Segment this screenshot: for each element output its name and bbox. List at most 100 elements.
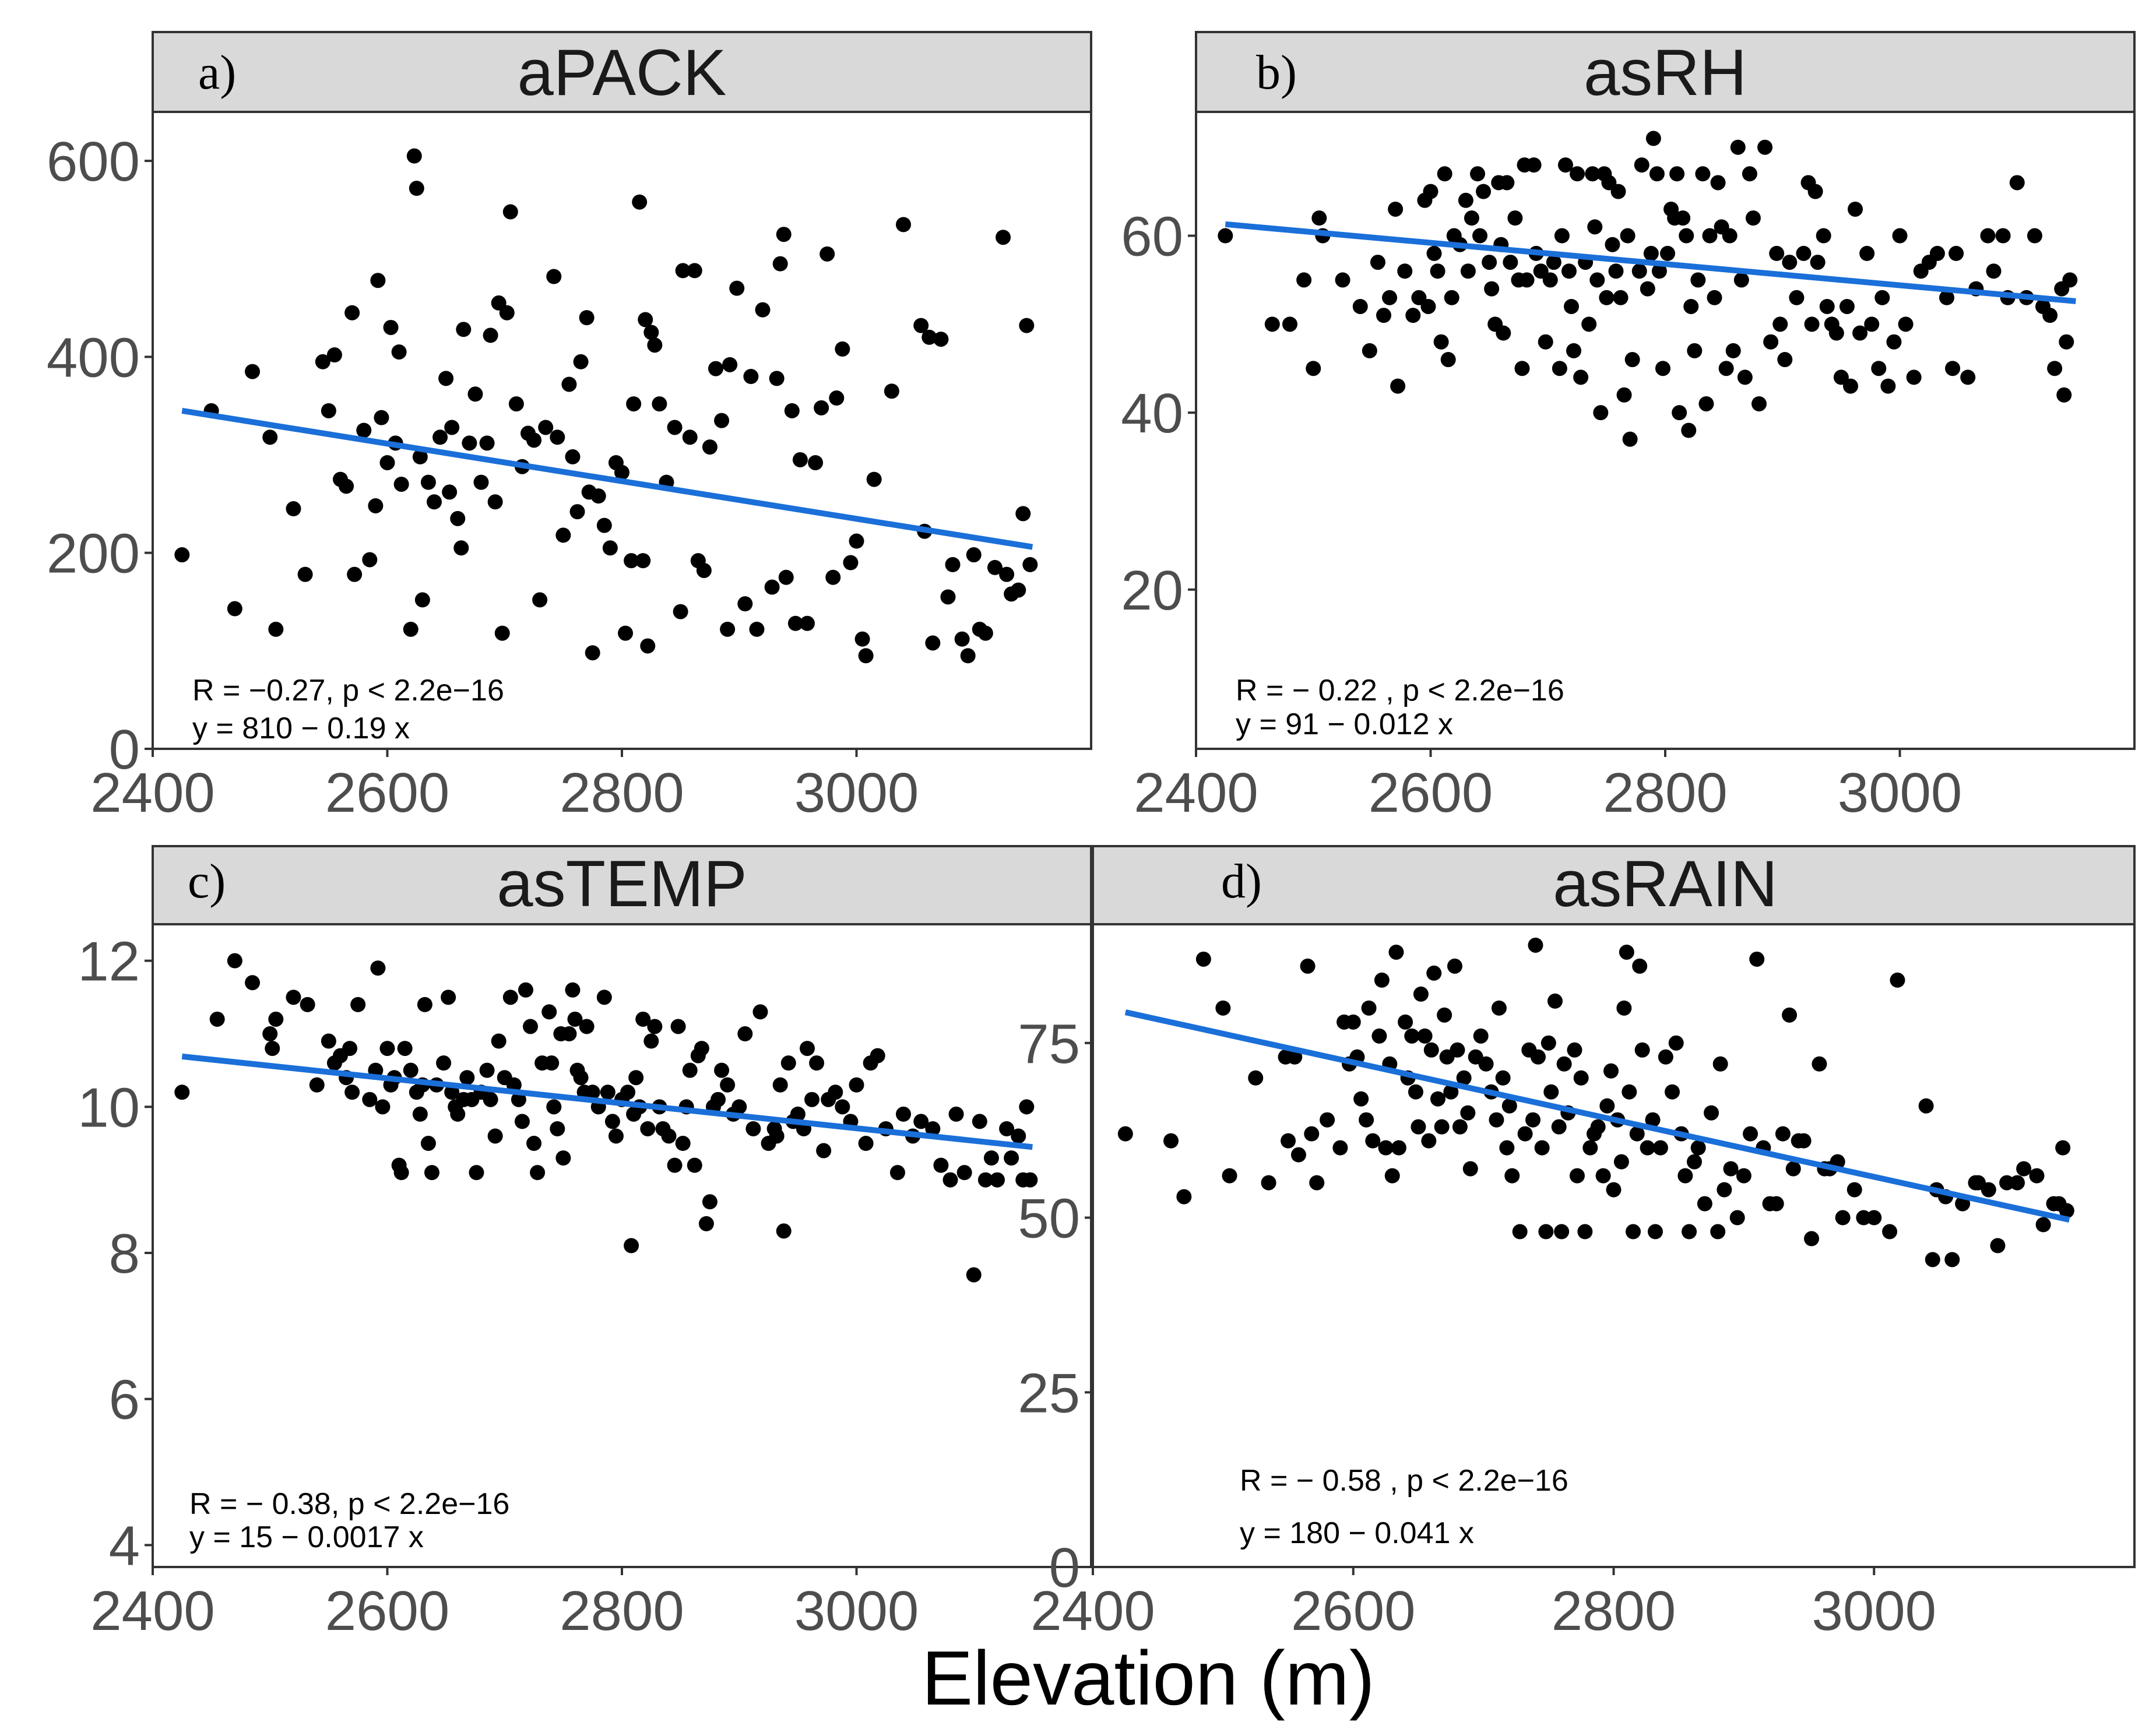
data-point (487, 1128, 503, 1144)
data-point (698, 1216, 714, 1231)
data-point (1352, 298, 1368, 314)
data-point (1723, 1161, 1739, 1177)
data-point (1460, 263, 1476, 279)
data-point (1804, 316, 1820, 332)
data-point (1304, 1126, 1320, 1142)
data-point (555, 527, 571, 543)
data-point (1561, 263, 1577, 279)
y-tick-label-c: 6 (109, 1369, 140, 1431)
data-point (1433, 334, 1449, 350)
data-point (442, 484, 458, 500)
scatter-points-d (1117, 937, 2074, 1267)
data-point (1906, 369, 1922, 385)
data-point (494, 625, 510, 641)
data-point (1842, 378, 1858, 394)
data-point (1986, 263, 2002, 279)
data-point (776, 227, 792, 242)
data-point (1362, 343, 1377, 358)
data-point (780, 1055, 796, 1071)
data-point (999, 1121, 1015, 1136)
data-point (326, 347, 342, 363)
y-axis-ticks-b: 20 40 60 (1121, 206, 1196, 622)
data-point (635, 553, 651, 569)
data-point (1629, 1126, 1645, 1142)
data-point (954, 631, 970, 647)
data-point (1949, 245, 1964, 261)
data-point (1359, 1112, 1374, 1128)
data-point (1643, 245, 1659, 261)
stat-r-c: R = − 0.38, p < 2.2e−16 (189, 1487, 509, 1521)
data-point (227, 601, 242, 617)
data-point (1980, 228, 1996, 244)
data-point (1816, 228, 1831, 244)
data-point (321, 403, 336, 418)
data-point (835, 1099, 850, 1115)
data-point (896, 1106, 911, 1122)
data-point (1443, 1084, 1459, 1100)
data-point (711, 1091, 726, 1107)
data-point (996, 230, 1011, 245)
data-point (1290, 1147, 1306, 1163)
data-point (1388, 201, 1404, 217)
data-point (1405, 308, 1421, 323)
data-point (1528, 937, 1543, 953)
data-point (933, 1157, 949, 1173)
data-point (913, 1114, 929, 1129)
data-point (614, 464, 629, 480)
data-point (1981, 1182, 1996, 1198)
data-point (966, 1267, 982, 1283)
x-tick-label-c: 2400 (90, 1580, 215, 1642)
data-point (511, 1091, 526, 1107)
data-point (342, 1041, 358, 1057)
x-tick-label-d: 3000 (1812, 1580, 1936, 1642)
data-point (1686, 1154, 1702, 1170)
data-point (502, 204, 518, 220)
data-point (1782, 255, 1798, 270)
data-point (1281, 1133, 1296, 1149)
y-tick-label-a: 600 (47, 131, 140, 193)
data-point (1215, 1000, 1231, 1016)
data-point (1222, 1168, 1237, 1184)
data-point (397, 1041, 413, 1057)
data-point (1248, 1070, 1264, 1086)
data-point (1437, 166, 1452, 182)
y-tick-label-b: 20 (1121, 559, 1183, 622)
data-point (1658, 1049, 1673, 1065)
data-point (1763, 334, 1779, 350)
stat-r-a: R = −0.27, p < 2.2e−16 (192, 674, 504, 707)
data-point (749, 621, 765, 637)
data-point (1538, 334, 1553, 350)
data-point (467, 386, 483, 402)
data-point (1390, 378, 1406, 394)
data-point (1478, 1056, 1494, 1072)
data-point (268, 1011, 284, 1027)
data-point (391, 344, 407, 360)
data-point (1530, 1049, 1546, 1065)
data-point (624, 553, 639, 569)
data-point (370, 273, 386, 288)
data-point (787, 615, 803, 631)
data-point (1769, 245, 1785, 261)
data-point (1552, 361, 1567, 376)
data-point (339, 478, 354, 494)
data-point (1679, 228, 1694, 244)
data-point (1772, 316, 1788, 332)
data-point (2035, 1217, 2051, 1233)
y-axis-ticks-d: 0 25 50 75 (1018, 1013, 1093, 1599)
data-point (1742, 166, 1757, 182)
data-point (523, 1019, 539, 1034)
data-point (1898, 316, 1914, 332)
data-point (1547, 993, 1563, 1009)
data-point (1499, 1140, 1515, 1156)
data-point (1587, 219, 1603, 235)
data-point (1300, 958, 1316, 974)
data-point (1599, 290, 1615, 305)
data-point (1789, 290, 1805, 305)
data-point (1589, 272, 1605, 288)
data-point (1722, 228, 1738, 244)
y-tick-label-d: 0 (1049, 1537, 1080, 1599)
data-point (1361, 1000, 1377, 1016)
data-point (1599, 1098, 1615, 1114)
data-point (1647, 1224, 1663, 1240)
data-point (799, 615, 815, 631)
